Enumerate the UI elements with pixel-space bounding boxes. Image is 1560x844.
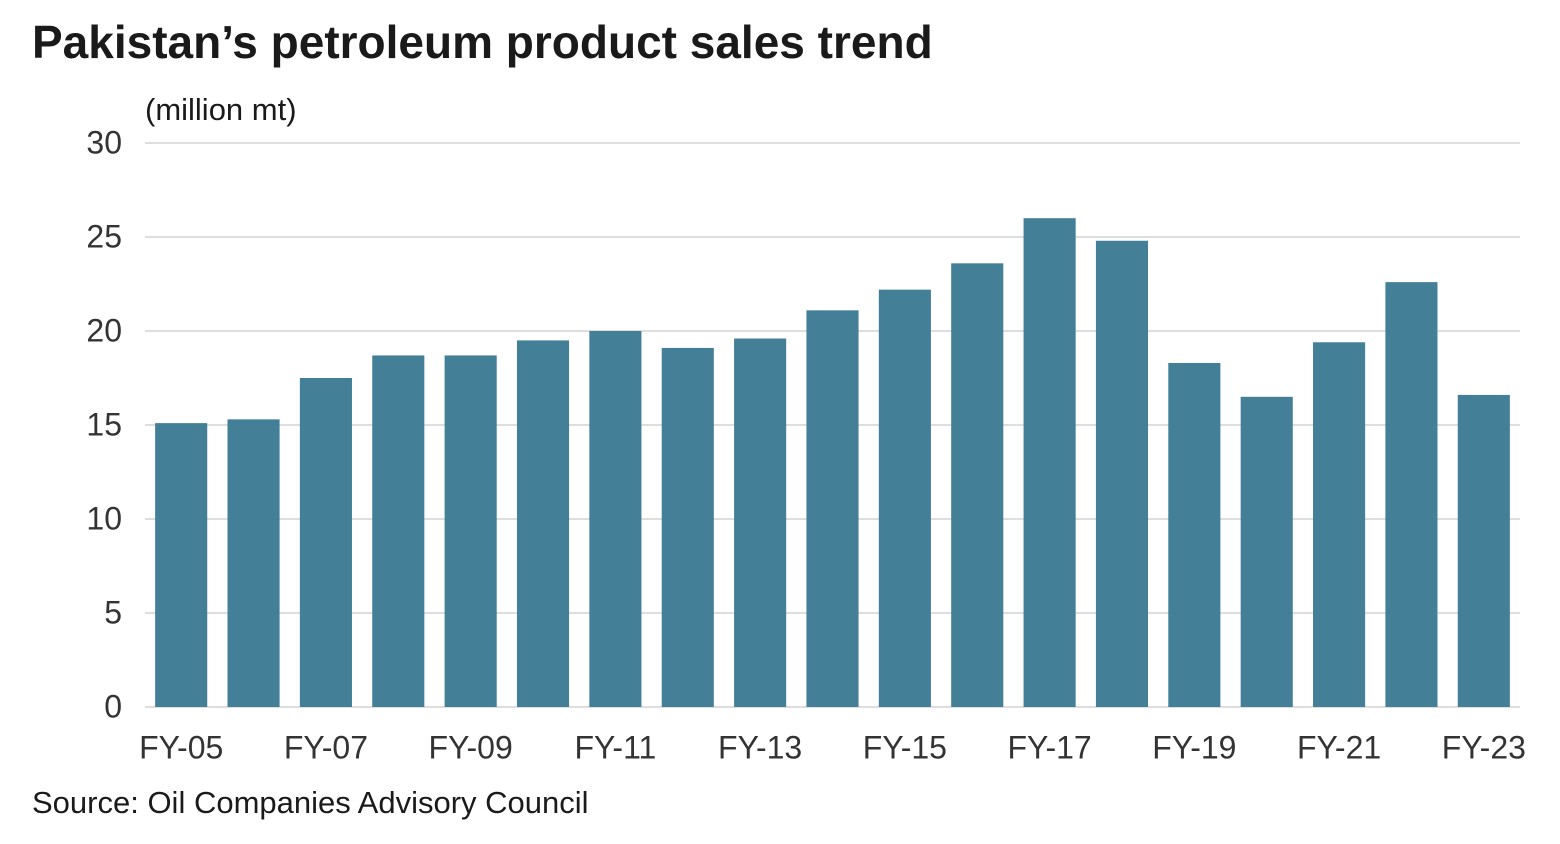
bar (806, 310, 859, 707)
bar (227, 419, 280, 707)
bar (1023, 218, 1076, 707)
bar (1168, 362, 1221, 707)
bar (1095, 240, 1149, 707)
bar (878, 289, 931, 707)
y-tick-label: 25 (86, 218, 122, 254)
bar (372, 355, 425, 707)
bar (444, 355, 497, 707)
y-tick-label: 15 (86, 406, 122, 442)
x-tick-label: FY-15 (863, 729, 947, 765)
bar (661, 347, 714, 707)
x-tick-label: FY-23 (1442, 729, 1526, 765)
x-tick-label: FY-11 (574, 729, 656, 765)
bar (734, 338, 787, 707)
y-tick-label: 10 (86, 500, 122, 536)
bar (1385, 282, 1438, 707)
x-tick-label: FY-05 (139, 729, 223, 765)
bar (299, 378, 352, 707)
bar (589, 331, 642, 707)
y-tick-label: 30 (86, 124, 122, 160)
y-axis-label: (million mt) (145, 92, 297, 127)
x-tick-label: FY-21 (1297, 729, 1381, 765)
x-tick-label: FY-17 (1008, 729, 1092, 765)
x-tick-label: FY-09 (429, 729, 513, 765)
bar (1457, 394, 1510, 707)
x-tick-label: FY-13 (718, 729, 802, 765)
y-tick-label: 0 (104, 688, 122, 724)
bar (155, 423, 208, 707)
chart-title: Pakistan’s petroleum product sales trend (32, 16, 933, 68)
bar (516, 340, 570, 707)
source: Source: Oil Companies Advisory Council (32, 785, 589, 820)
y-tick-label: 20 (86, 312, 122, 348)
bar (1313, 342, 1366, 707)
bar (951, 263, 1004, 707)
x-tick-label: FY-19 (1152, 729, 1236, 765)
bar (1240, 396, 1293, 707)
x-tick-label: FY-07 (284, 729, 368, 765)
y-tick-label: 5 (104, 594, 122, 630)
